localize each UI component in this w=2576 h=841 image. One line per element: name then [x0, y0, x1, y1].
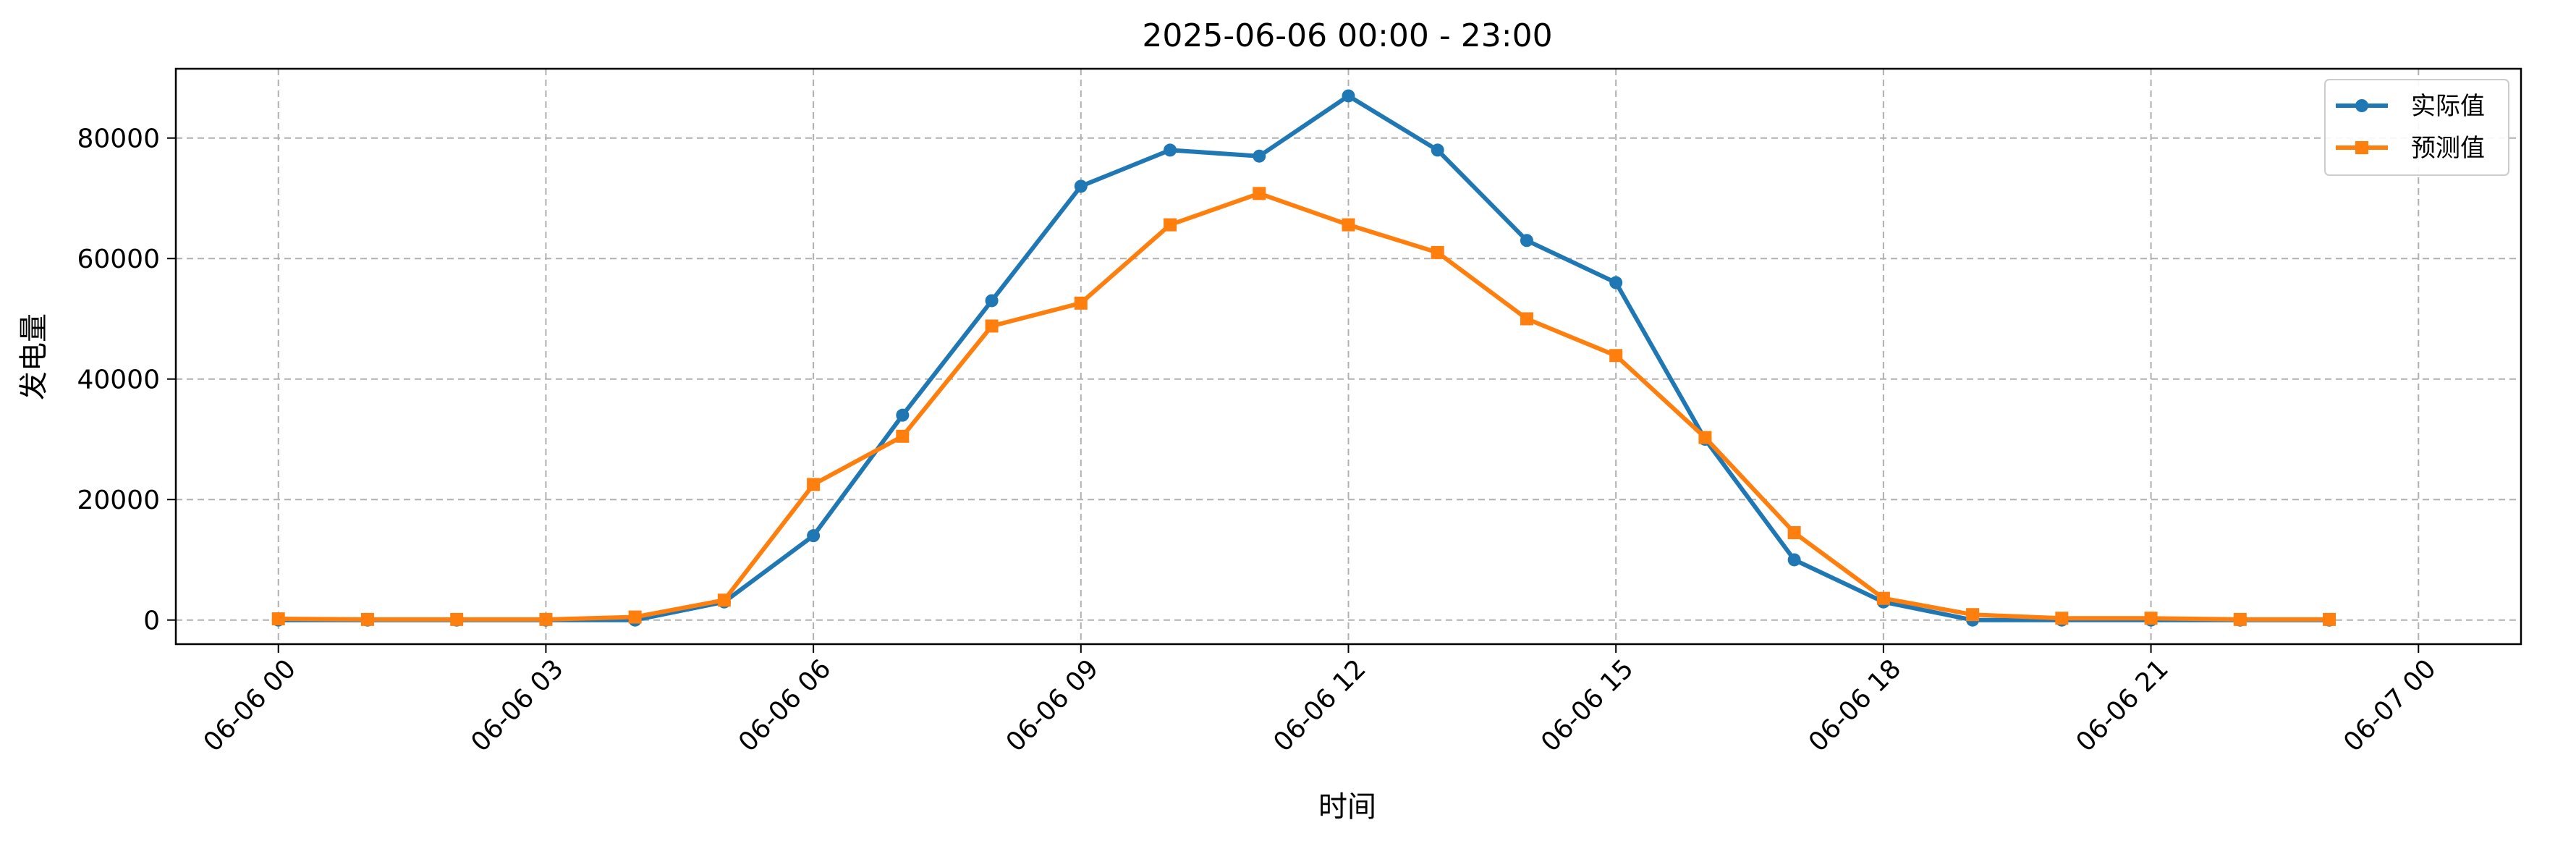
data-point	[1164, 143, 1177, 157]
data-point	[1787, 553, 1801, 567]
x-tick-label: 06-06 03	[465, 654, 569, 757]
data-point	[2144, 612, 2158, 625]
data-point	[1164, 218, 1177, 232]
legend-item: 实际值	[2336, 92, 2485, 121]
legend-label: 实际值	[2411, 92, 2485, 121]
data-point	[360, 612, 374, 626]
data-point	[1520, 312, 1533, 326]
legend-marker	[2355, 141, 2368, 154]
data-point	[1074, 296, 1088, 310]
x-tick-label: 06-06 00	[198, 654, 302, 757]
series-line	[278, 191, 2330, 622]
data-point	[1253, 149, 1266, 163]
data-point	[1966, 608, 1980, 622]
series-1	[271, 89, 2336, 627]
x-tick-label: 06-06 21	[2071, 654, 2174, 757]
data-point	[1698, 431, 1712, 444]
data-point	[1431, 143, 1444, 157]
series-line	[278, 93, 2330, 622]
data-point	[717, 593, 731, 607]
data-point	[985, 319, 999, 333]
x-tick-label: 06-06 06	[733, 654, 836, 757]
y-tick-label: 60000	[77, 245, 160, 274]
data-point	[1520, 234, 1533, 248]
legend-label: 预测值	[2411, 134, 2485, 163]
data-point	[807, 529, 821, 543]
y-tick-label: 20000	[77, 486, 160, 515]
grid	[176, 69, 2521, 644]
data-point	[1431, 245, 1444, 259]
y-tick-label: 0	[143, 607, 160, 636]
x-tick-label: 06-06 15	[1535, 654, 1639, 757]
x-tick-label: 06-07 00	[2338, 654, 2441, 757]
y-tick-label: 40000	[77, 365, 160, 395]
x-tick-label: 06-06 12	[1268, 654, 1371, 757]
data-point	[1253, 187, 1266, 200]
data-point	[2055, 612, 2069, 625]
axis-ticks: 06-06 00 06-06 03 06-06 06 06-06 09 06-06 12…	[77, 124, 2441, 758]
data-point	[539, 612, 553, 626]
y-tick-label: 80000	[77, 124, 160, 154]
data-point	[1609, 276, 1623, 290]
y-axis-label: 发电量	[17, 313, 51, 400]
series-layer	[271, 89, 2336, 627]
data-point	[2233, 612, 2247, 626]
data-point	[450, 612, 464, 626]
legend-marker	[2355, 99, 2368, 112]
data-point	[1787, 525, 1801, 539]
data-point	[1342, 218, 1355, 232]
legend-item: 预测值	[2336, 134, 2485, 163]
data-point	[985, 294, 999, 308]
data-point	[628, 610, 642, 624]
data-point	[1876, 591, 1890, 605]
x-tick-label: 06-06 18	[1803, 654, 1907, 757]
x-axis-label: 时间	[1318, 790, 1376, 824]
data-point	[896, 408, 910, 422]
data-point	[271, 612, 285, 626]
chart-title: 2025-06-06 00:00 - 23:00	[1142, 17, 1552, 54]
data-point	[896, 429, 910, 443]
x-tick-label: 06-06 09	[1001, 654, 1104, 757]
data-point	[2323, 612, 2336, 626]
data-point	[1074, 179, 1088, 193]
data-point	[807, 478, 821, 491]
data-point	[1609, 349, 1623, 363]
series-2	[271, 187, 2336, 626]
data-point	[1342, 89, 1355, 103]
